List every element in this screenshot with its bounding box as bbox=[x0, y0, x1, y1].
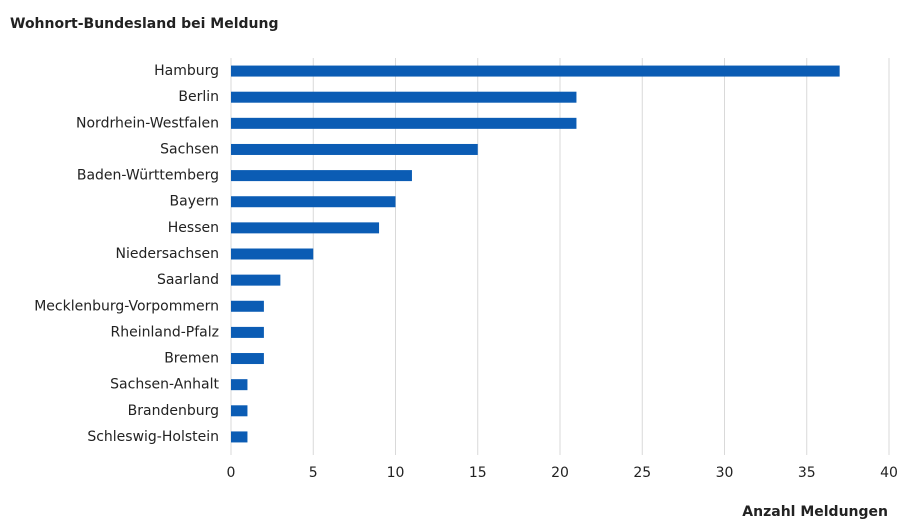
y-tick-label: Sachsen bbox=[160, 141, 219, 157]
x-tick-label: 5 bbox=[309, 465, 318, 481]
x-tick-label: 25 bbox=[633, 465, 651, 481]
bar bbox=[231, 222, 380, 234]
x-tick-label: 10 bbox=[387, 465, 405, 481]
y-tick-label: Bayern bbox=[170, 194, 219, 210]
y-tick-label: Nordrhein-Westfalen bbox=[76, 115, 219, 131]
y-tick-label: Berlin bbox=[178, 89, 219, 105]
bar bbox=[231, 117, 577, 129]
bar bbox=[231, 353, 264, 365]
x-tick-label: 40 bbox=[880, 465, 898, 481]
y-tick-label: Hessen bbox=[168, 220, 219, 236]
y-tick-label: Baden-Württemberg bbox=[77, 168, 219, 184]
x-tick-label: 0 bbox=[227, 465, 236, 481]
y-tick-label: Rheinland-Pfalz bbox=[111, 324, 219, 340]
bar bbox=[231, 248, 314, 260]
bar bbox=[231, 405, 248, 417]
bar bbox=[231, 300, 264, 312]
bar bbox=[231, 170, 412, 182]
bar bbox=[231, 274, 281, 286]
x-tick-label: 30 bbox=[716, 465, 734, 481]
y-tick-label: Mecklenburg-Vorpommern bbox=[34, 298, 219, 314]
y-tick-label: Hamburg bbox=[154, 63, 219, 79]
bar bbox=[231, 65, 840, 77]
bar bbox=[231, 326, 264, 338]
x-tick-label: 20 bbox=[551, 465, 569, 481]
y-tick-label: Schleswig-Holstein bbox=[87, 429, 219, 445]
y-tick-label: Brandenburg bbox=[128, 403, 219, 419]
y-tick-label: Niedersachsen bbox=[116, 246, 219, 262]
chart-title: Wohnort-Bundesland bei Meldung bbox=[10, 16, 278, 32]
x-axis-label: Anzahl Meldungen bbox=[742, 504, 888, 520]
x-tick-label: 35 bbox=[798, 465, 816, 481]
bar bbox=[231, 143, 478, 155]
bar bbox=[231, 379, 248, 391]
bar bbox=[231, 196, 396, 208]
bar bbox=[231, 91, 577, 103]
y-tick-label: Sachsen-Anhalt bbox=[110, 377, 219, 393]
bar bbox=[231, 431, 248, 443]
x-tick-label: 15 bbox=[469, 465, 487, 481]
y-tick-label: Bremen bbox=[164, 351, 219, 367]
y-tick-label: Saarland bbox=[157, 272, 219, 288]
